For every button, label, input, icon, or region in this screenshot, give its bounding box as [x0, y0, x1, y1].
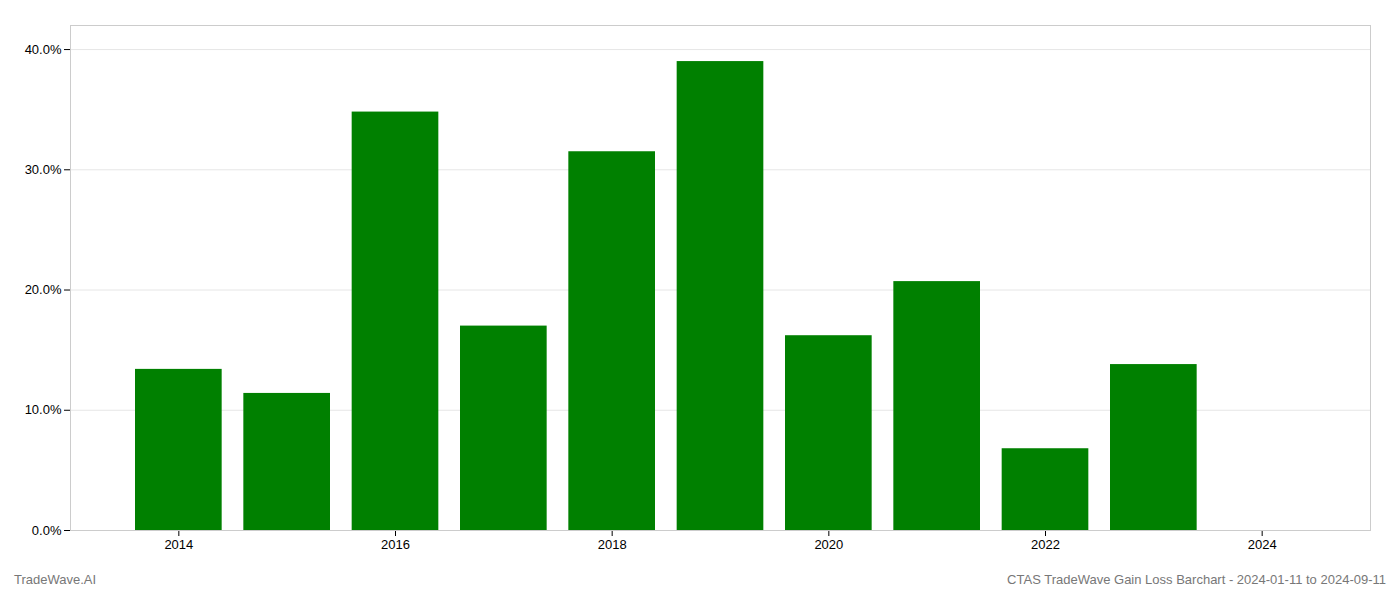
svg-text:40.0%: 40.0% — [25, 42, 62, 57]
svg-text:30.0%: 30.0% — [25, 162, 62, 177]
html-text:TradeWave.AI: TradeWave.AI — [14, 572, 97, 587]
svg-text:2016: 2016 — [381, 537, 410, 552]
svg-text:2018: 2018 — [598, 537, 627, 552]
svg-text:2020: 2020 — [814, 537, 843, 552]
svg-text:0.0%: 0.0% — [32, 523, 62, 538]
svg-text:20.0%: 20.0% — [25, 282, 62, 297]
svg-text:2024: 2024 — [1248, 537, 1277, 552]
svg-text:2014: 2014 — [164, 537, 193, 552]
svg-text:10.0%: 10.0% — [25, 402, 62, 417]
html-text:CTAS TradeWave Gain Loss Barch: CTAS TradeWave Gain Loss Barchart - 2024… — [1007, 572, 1386, 587]
svg-text:2022: 2022 — [1031, 537, 1060, 552]
